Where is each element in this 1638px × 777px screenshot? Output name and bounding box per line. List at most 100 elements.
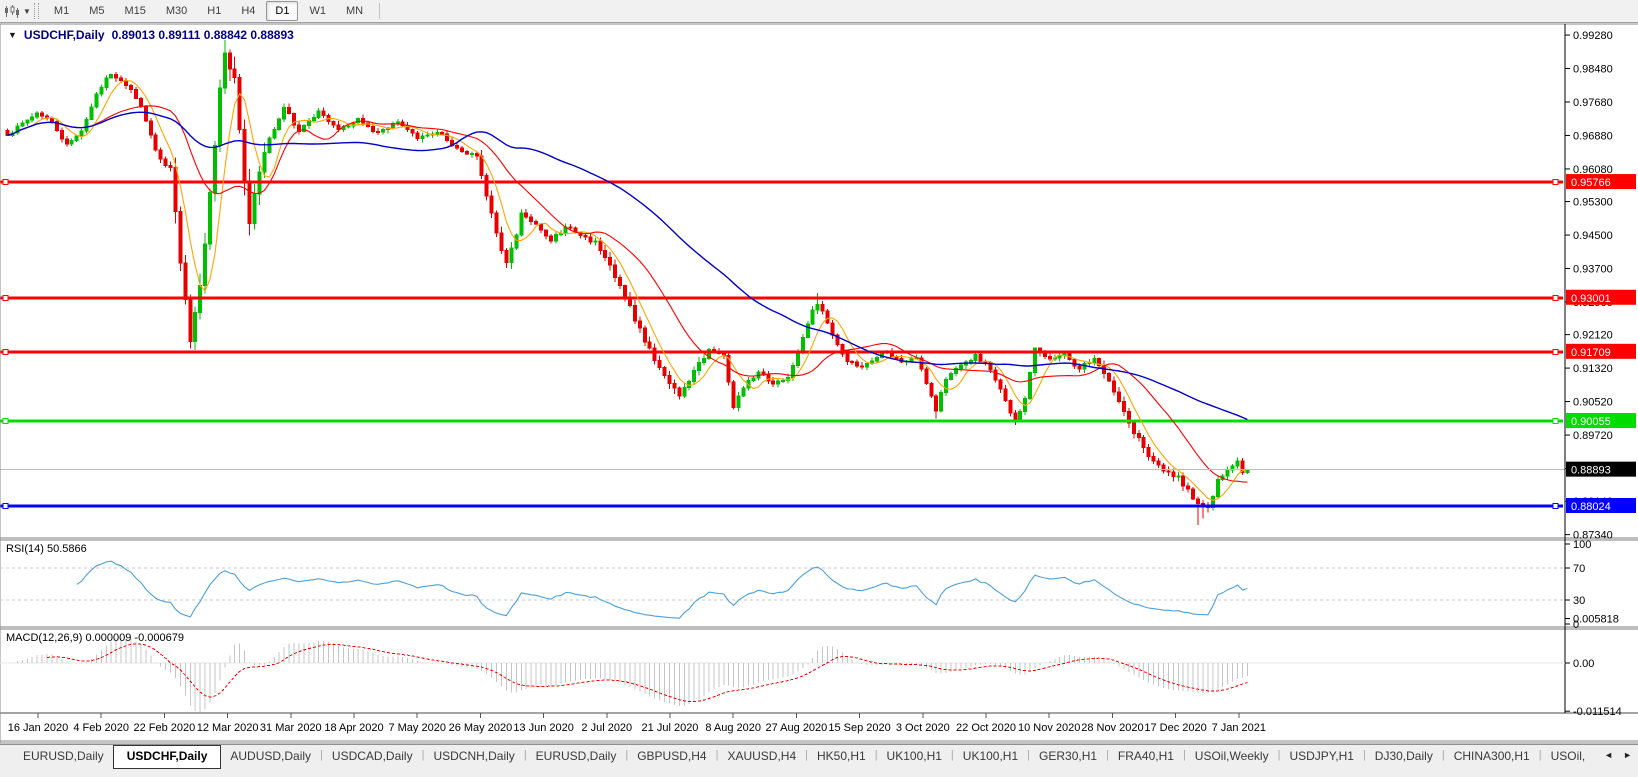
symbol-tab-eurusd-daily[interactable]: EURUSD,Daily	[535, 749, 617, 763]
hline-handle[interactable]	[2, 179, 9, 186]
hline-handle[interactable]	[1552, 294, 1559, 301]
tab-separator: |	[874, 749, 878, 761]
price-tick-label: 0.89720	[1573, 430, 1613, 442]
symbol-tab-china300-h1[interactable]: CHINA300,H1	[1453, 749, 1530, 763]
timeframe-toolbar: ▼ M1 M5 M15 M30 H1 H4 D1 W1 MN	[0, 0, 1638, 23]
chart-frame	[0, 23, 1638, 744]
tab-separator: |	[950, 749, 954, 761]
macd-pane	[0, 638, 1565, 713]
tab-separator: |	[1441, 749, 1445, 761]
tab-scroll-arrows: ◄ ►	[1604, 750, 1632, 760]
rsi-tick-label: 30	[1573, 595, 1585, 607]
tabs-scroll-right-icon[interactable]: ►	[1623, 750, 1632, 760]
symbol-tab-eurusd-daily[interactable]: EURUSD,Daily	[23, 749, 104, 763]
macd-indicator-label: MACD(12,26,9) 0.000009 -0.000679	[6, 632, 184, 644]
hline-handle[interactable]	[2, 503, 9, 509]
symbol-tab-usoil-[interactable]: USOil,	[1550, 749, 1586, 763]
symbol-tab-ger30-h1[interactable]: GER30,H1	[1039, 749, 1098, 763]
tab-separator: |	[523, 749, 527, 761]
macd-tick-label: -0.011514	[1573, 706, 1622, 718]
symbol-tab-uk100-h1[interactable]: UK100,H1	[886, 749, 942, 763]
date-tick-label: 10 Nov 2020	[1018, 722, 1080, 734]
date-tick-label: 15 Sep 2020	[828, 722, 890, 734]
ma-line-6	[7, 80, 1248, 501]
timeframe-button-w1[interactable]: W1	[309, 5, 326, 17]
rsi-line	[76, 560, 1248, 619]
timeframe-button-d1[interactable]: D1	[266, 1, 299, 21]
candles-group	[5, 40, 1250, 525]
hline-handle[interactable]	[1552, 418, 1559, 425]
date-tick-label: 27 Aug 2020	[766, 722, 828, 734]
symbol-tab-usdcad-daily[interactable]: USDCAD,Daily	[331, 749, 413, 763]
macd-tick-label: 0.005818	[1573, 614, 1619, 626]
price-badge	[1566, 289, 1636, 305]
symbol-tab-uk100-h1[interactable]: UK100,H1	[962, 749, 1019, 763]
moving-averages-group	[7, 80, 1248, 501]
symbol-tab-gbpusd-h4[interactable]: GBPUSD,H4	[637, 749, 707, 763]
symbol-tab-fra40-h1[interactable]: FRA40,H1	[1117, 749, 1174, 763]
price-tick-label: 0.93700	[1573, 264, 1613, 276]
rsi-pane	[0, 560, 1565, 619]
timeframe-button-h4[interactable]: H4	[241, 5, 256, 17]
symbol-tab-dj30-daily[interactable]: DJ30,Daily	[1374, 749, 1433, 763]
symbol-tab-hk50-h1[interactable]: HK50,H1	[816, 749, 866, 763]
price-badge	[1566, 498, 1636, 513]
tab-separator: |	[1362, 749, 1366, 761]
timeframe-button-m1[interactable]: M1	[53, 5, 70, 17]
ma-line-18	[7, 105, 1248, 483]
hline-handle[interactable]	[2, 418, 9, 425]
chart-symbol-label: USDCHF,Daily	[23, 28, 105, 42]
tab-separator: |	[1277, 749, 1281, 761]
tab-separator: |	[421, 749, 425, 761]
price-tick-label: 0.97680	[1573, 97, 1613, 109]
hline-handle[interactable]	[2, 294, 9, 301]
price-badge	[1566, 174, 1636, 190]
price-tick-label: 0.92120	[1573, 330, 1613, 342]
tabs-scroll-left-icon[interactable]: ◄	[1604, 750, 1614, 760]
price-badge-label: 0.93001	[1571, 293, 1611, 305]
symbol-tab-usdjpy-h1[interactable]: USDJPY,H1	[1289, 749, 1354, 763]
tab-separator: |	[320, 749, 323, 761]
hline-handle[interactable]	[1552, 179, 1559, 186]
toolbar-grip[interactable]	[33, 3, 39, 19]
chart-ohlc-values: 0.89013 0.89111 0.88842 0.88893	[111, 28, 294, 42]
collapse-chart-icon[interactable]: ▼	[8, 30, 17, 40]
chart-style-dropdown-caret-icon[interactable]: ▼	[23, 6, 31, 16]
tab-separator: |	[1182, 749, 1186, 761]
symbol-tab-xauusd-h4[interactable]: XAUUSD,H4	[727, 749, 797, 763]
symbol-tab-usoil-weekly[interactable]: USOil,Weekly	[1194, 749, 1269, 763]
date-tick-label: 4 Feb 2020	[73, 722, 129, 734]
timeframe-button-mn[interactable]: MN	[345, 5, 364, 17]
date-tick-label: 28 Nov 2020	[1081, 722, 1143, 734]
tab-separator: |	[715, 749, 719, 761]
date-tick-label: 13 Jun 2020	[513, 722, 574, 734]
price-tick-label: 0.96880	[1573, 130, 1613, 142]
symbol-tab-usdcnh-daily[interactable]: USDCNH,Daily	[433, 749, 515, 763]
price-badge-label: 0.90055	[1571, 416, 1611, 428]
timeframe-button-m15[interactable]: M15	[124, 5, 146, 17]
chart-style-icon[interactable]	[0, 4, 21, 18]
price-badge-label: 0.91709	[1571, 347, 1611, 359]
date-tick-label: 21 Jul 2020	[642, 722, 699, 734]
symbol-tabs: EURUSD,Daily USDCHF,Daily AUDUSD,Daily | USD…	[0, 745, 1594, 769]
symbol-tab-audusd-daily[interactable]: AUDUSD,Daily	[230, 749, 312, 763]
macd-axis: 0.005818 0.00 -0.011514	[1565, 614, 1622, 718]
hline-handle[interactable]	[1552, 503, 1559, 509]
symbol-tabbar: EURUSD,Daily USDCHF,Daily AUDUSD,Daily | USD…	[0, 744, 1638, 777]
price-tick-label: 0.99280	[1573, 30, 1613, 42]
price-badge	[1566, 461, 1636, 477]
date-tick-label: 2 Jul 2020	[581, 722, 632, 734]
price-badge-label: 0.88893	[1571, 465, 1611, 477]
rsi-axis: 100 70 30 0	[1565, 539, 1591, 631]
timeframe-button-m5[interactable]: M5	[89, 5, 105, 17]
macd-tick-label: 0.00	[1573, 658, 1594, 670]
hline-handle[interactable]	[1552, 348, 1559, 355]
timeframe-button-m30[interactable]: M30	[165, 5, 188, 17]
symbol-tab-usdchf-daily[interactable]: USDCHF,Daily	[112, 745, 222, 769]
price-tick-label: 0.94500	[1573, 230, 1613, 242]
rsi-indicator-label: RSI(14) 50.5866	[6, 543, 87, 555]
price-tick-label: 0.90520	[1573, 397, 1613, 409]
hline-handle[interactable]	[2, 348, 9, 355]
timeframe-button-h1[interactable]: H1	[207, 5, 222, 17]
date-tick-label: 7 May 2020	[388, 722, 445, 734]
